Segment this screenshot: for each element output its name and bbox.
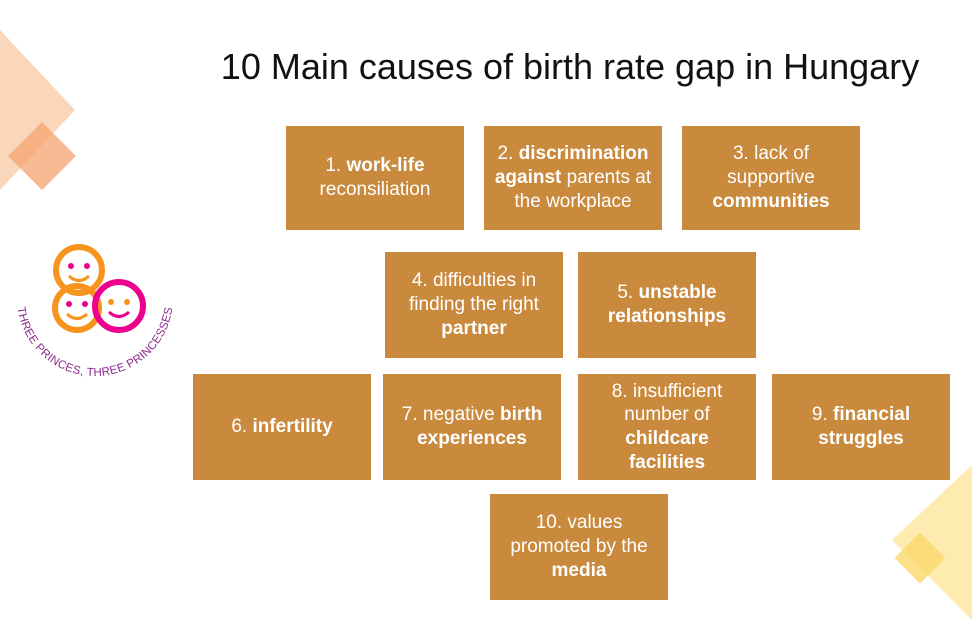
cause-box-6: 6. infertility xyxy=(193,374,371,480)
orange-face-icon xyxy=(53,244,105,296)
cause-box-7: 7. negative birth experiences xyxy=(383,374,561,480)
three-princes-logo: THREE PRINCES, THREE PRINCESSES xyxy=(15,244,175,379)
decorative-shapes-left xyxy=(0,30,76,190)
decorative-shapes-right xyxy=(892,465,972,620)
cause-box-9: 9. financial struggles xyxy=(772,374,950,480)
orange-face-small-icon xyxy=(52,283,102,333)
cause-box-8: 8. insufficient number of childcare faci… xyxy=(578,374,756,480)
cause-box-10: 10. values promoted by the media xyxy=(490,494,668,600)
cause-box-4: 4. difficulties in finding the right par… xyxy=(385,252,563,358)
cause-box-5: 5. unstable relationships xyxy=(578,252,756,358)
page-title: 10 Main causes of birth rate gap in Hung… xyxy=(220,46,920,87)
cause-box-2: 2. discrimination against parents at the… xyxy=(484,126,662,230)
cause-box-3: 3. lack of supportive communities xyxy=(682,126,860,230)
pink-face-icon xyxy=(92,279,146,333)
cause-box-1: 1. work-life reconsiliation xyxy=(286,126,464,230)
